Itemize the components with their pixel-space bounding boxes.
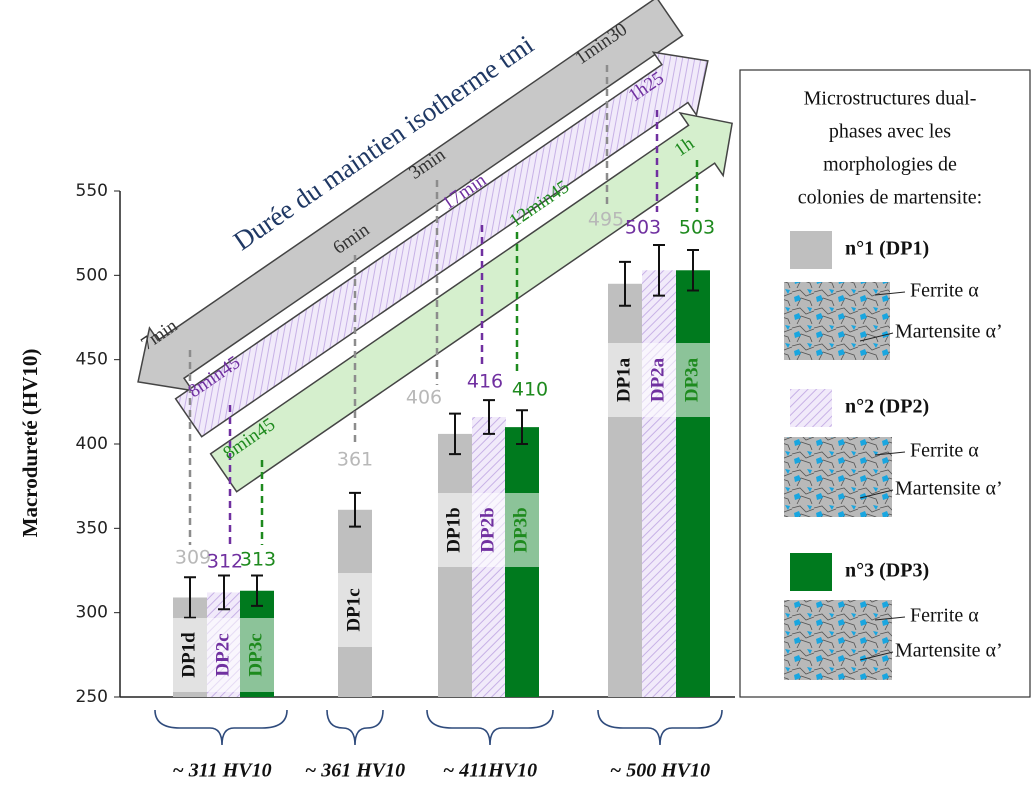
micro-label: Ferrite α — [910, 440, 979, 462]
label-band — [438, 493, 472, 567]
micrograph — [784, 282, 890, 360]
legend-title: morphologies de — [823, 154, 957, 176]
y-tick-label: 350 — [76, 518, 108, 538]
y-tick-label: 400 — [76, 434, 108, 454]
bar-label: DP1c — [343, 588, 364, 631]
micro-label: Martensite α’ — [895, 640, 1003, 662]
value-label: 503 — [679, 217, 715, 239]
legend-label: n°1 (DP1) — [845, 238, 929, 260]
bar-label: DP1a — [613, 357, 634, 402]
x-tick-label: ~ 411HV10 — [443, 760, 537, 782]
braces — [154, 709, 723, 746]
legend-swatch — [790, 231, 832, 269]
pointer — [859, 332, 894, 342]
y-axis-title: Macrodureté (HV10) — [18, 349, 42, 538]
value-label: 406 — [406, 387, 442, 409]
value-label: 312 — [207, 551, 243, 573]
label-band — [472, 493, 506, 567]
value-label: 503 — [625, 217, 661, 239]
value-label: 410 — [512, 379, 548, 401]
error-bar — [516, 409, 528, 445]
error-bar — [251, 574, 263, 607]
label-band — [608, 343, 642, 417]
error-bar — [619, 260, 631, 307]
error-bar — [349, 491, 361, 528]
green-arrow — [209, 111, 733, 493]
micro-label: Ferrite α — [910, 605, 979, 627]
label-band — [338, 573, 372, 647]
micrograph — [784, 437, 892, 517]
micrograph — [784, 600, 892, 680]
error-bar — [483, 399, 495, 435]
legend-label: n°3 (DP3) — [845, 560, 929, 582]
pointer — [874, 616, 906, 621]
error-bar — [687, 249, 699, 292]
bar-label: DP1b — [443, 507, 464, 552]
x-tick-label: ~ 500 HV10 — [610, 760, 710, 782]
legend-label: n°2 (DP2) — [845, 396, 929, 418]
value-label: 361 — [337, 449, 373, 471]
legend-title: Microstructures dual- — [804, 88, 977, 110]
bar-label: DP1d — [178, 632, 199, 678]
value-label: 309 — [175, 547, 211, 569]
bar-label: DP2b — [477, 507, 498, 552]
pointer — [859, 651, 894, 661]
bar-label: DP3a — [681, 357, 702, 402]
micro-label: Ferrite α — [910, 280, 979, 302]
legend-title: phases avec les — [829, 121, 951, 143]
bar — [676, 270, 710, 697]
legend-box — [739, 69, 1031, 698]
y-tick-label: 550 — [76, 181, 108, 201]
error-bar — [184, 576, 196, 619]
y-tick-label: 500 — [76, 265, 108, 285]
x-tick-label: ~ 311 HV10 — [172, 760, 271, 782]
legend-swatch — [790, 553, 832, 591]
label-band — [240, 618, 274, 692]
pointer — [859, 489, 894, 499]
value-label: 313 — [240, 549, 276, 571]
x-tick-label: ~ 361 HV10 — [305, 760, 405, 782]
bar — [642, 270, 676, 697]
error-bar — [653, 243, 665, 297]
bar-label: DP3c — [245, 633, 266, 676]
y-tick-label: 300 — [76, 603, 108, 623]
legend-swatch — [790, 389, 832, 427]
purple-arrow — [174, 51, 709, 438]
value-label: 416 — [467, 371, 503, 393]
micro-label: Martensite α’ — [895, 321, 1003, 343]
pointer — [874, 291, 906, 296]
pointer — [874, 451, 906, 456]
error-bar — [218, 574, 230, 611]
label-band — [173, 618, 207, 692]
label-band — [207, 618, 241, 692]
label-band — [505, 493, 539, 567]
label-band — [642, 343, 676, 417]
label-band — [676, 343, 710, 417]
bar-label: DP2c — [212, 633, 233, 676]
value-label: 495 — [588, 209, 624, 231]
y-tick-label: 250 — [76, 687, 108, 707]
bar-label: DP3b — [510, 507, 531, 552]
bar-label: DP2a — [647, 357, 668, 402]
y-tick-label: 450 — [76, 350, 108, 370]
error-bar — [449, 412, 461, 456]
micro-label: Martensite α’ — [895, 478, 1003, 500]
legend-title: colonies de martensite: — [798, 187, 982, 209]
